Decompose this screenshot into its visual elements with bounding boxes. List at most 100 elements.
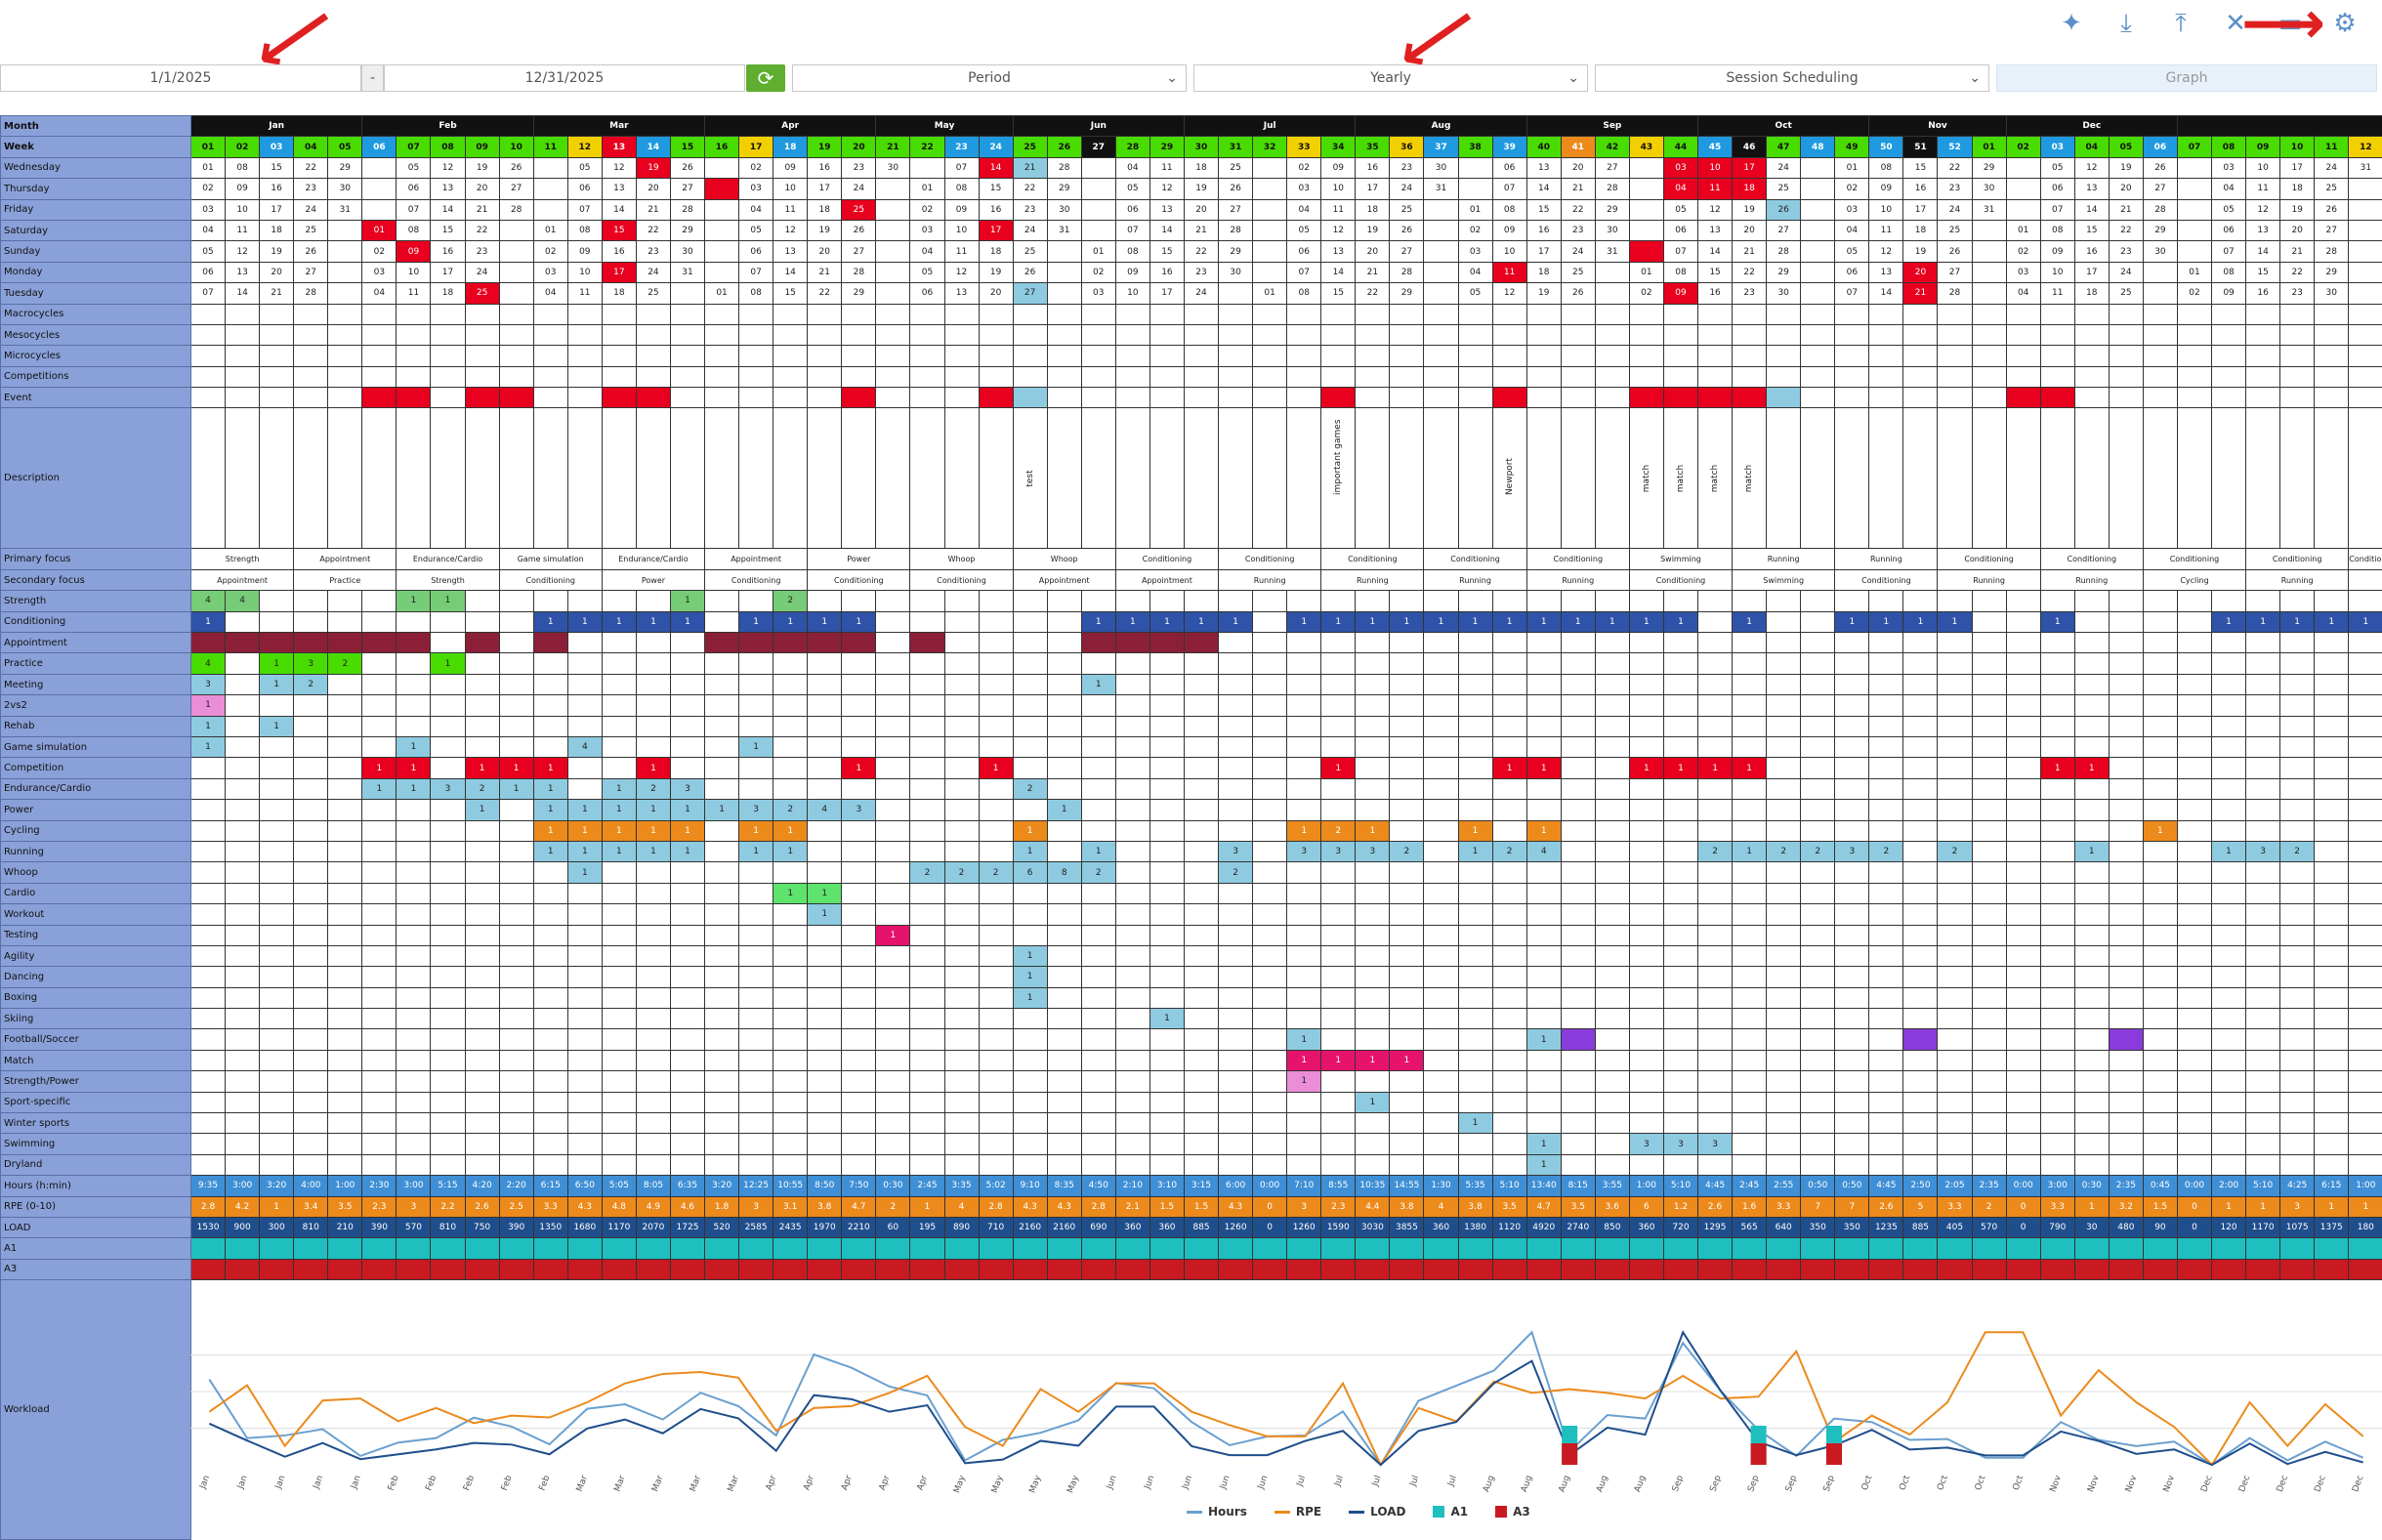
activity-cell[interactable] bbox=[2074, 736, 2109, 757]
activity-cell[interactable] bbox=[1663, 1029, 1697, 1050]
day-cell[interactable]: 15 bbox=[773, 283, 808, 304]
activity-cell[interactable] bbox=[944, 653, 979, 674]
activity-cell[interactable] bbox=[1492, 1050, 1526, 1070]
week-cell[interactable]: 43 bbox=[1629, 137, 1663, 157]
activity-cell[interactable] bbox=[226, 800, 260, 820]
activity-cell[interactable] bbox=[1321, 695, 1356, 716]
activity-cell[interactable] bbox=[1424, 862, 1458, 883]
activity-cell[interactable] bbox=[2212, 945, 2246, 966]
plan-cell[interactable] bbox=[1492, 388, 1526, 408]
activity-cell[interactable] bbox=[362, 967, 397, 987]
activity-cell[interactable] bbox=[1253, 883, 1287, 903]
activity-cell[interactable] bbox=[739, 1154, 773, 1175]
week-cell[interactable]: 05 bbox=[328, 137, 362, 157]
day-cell[interactable]: 11 bbox=[944, 241, 979, 262]
plan-cell[interactable] bbox=[636, 366, 670, 387]
activity-cell[interactable] bbox=[773, 1154, 808, 1175]
activity-cell[interactable] bbox=[1013, 1050, 1047, 1070]
activity-cell[interactable] bbox=[2143, 653, 2177, 674]
plan-cell[interactable] bbox=[670, 304, 704, 324]
activity-cell[interactable] bbox=[1424, 945, 1458, 966]
day-cell[interactable]: 27 bbox=[294, 262, 328, 282]
activity-cell[interactable] bbox=[1698, 1092, 1733, 1112]
activity-cell[interactable] bbox=[842, 633, 876, 653]
day-cell[interactable]: 29 bbox=[328, 157, 362, 178]
activity-cell[interactable] bbox=[602, 1154, 636, 1175]
activity-cell[interactable] bbox=[1287, 591, 1321, 611]
activity-cell[interactable] bbox=[2143, 1071, 2177, 1092]
activity-cell[interactable] bbox=[1081, 1134, 1115, 1154]
activity-cell[interactable] bbox=[567, 1009, 602, 1029]
plan-cell[interactable] bbox=[294, 388, 328, 408]
activity-cell[interactable] bbox=[1903, 736, 1938, 757]
day-cell[interactable] bbox=[876, 241, 910, 262]
day-cell[interactable]: 15 bbox=[602, 220, 636, 240]
day-cell[interactable]: 29 bbox=[670, 220, 704, 240]
activity-cell[interactable] bbox=[2177, 611, 2211, 632]
activity-cell[interactable] bbox=[1149, 883, 1184, 903]
activity-cell[interactable] bbox=[1287, 862, 1321, 883]
activity-cell[interactable] bbox=[1972, 653, 2006, 674]
week-cell[interactable]: 20 bbox=[842, 137, 876, 157]
activity-cell[interactable] bbox=[2315, 862, 2349, 883]
secondary-focus-cell[interactable]: Running bbox=[1526, 569, 1629, 590]
plan-cell[interactable] bbox=[499, 324, 533, 345]
plan-cell[interactable] bbox=[1903, 346, 1938, 366]
activity-cell[interactable] bbox=[294, 1050, 328, 1070]
activity-cell[interactable] bbox=[1321, 883, 1356, 903]
activity-cell[interactable] bbox=[1047, 674, 1081, 694]
activity-cell[interactable] bbox=[533, 987, 567, 1008]
day-cell[interactable]: 29 bbox=[1595, 199, 1629, 220]
plan-cell[interactable] bbox=[1767, 346, 1801, 366]
activity-cell[interactable] bbox=[1698, 820, 1733, 841]
activity-cell[interactable] bbox=[808, 841, 842, 861]
activity-cell[interactable] bbox=[670, 1113, 704, 1134]
activity-cell[interactable] bbox=[2040, 674, 2074, 694]
primary-focus-cell[interactable]: Appointment bbox=[705, 549, 808, 569]
activity-cell[interactable] bbox=[705, 925, 739, 945]
plan-cell[interactable] bbox=[2280, 388, 2315, 408]
activity-cell[interactable] bbox=[1492, 695, 1526, 716]
plan-cell[interactable] bbox=[1526, 304, 1561, 324]
activity-cell[interactable] bbox=[1835, 1134, 1869, 1154]
day-cell[interactable] bbox=[1424, 220, 1458, 240]
activity-cell[interactable] bbox=[2177, 674, 2211, 694]
day-cell[interactable]: 31 bbox=[2349, 157, 2382, 178]
day-cell[interactable]: 10 bbox=[567, 262, 602, 282]
day-cell[interactable]: 13 bbox=[1698, 220, 1733, 240]
plan-cell[interactable] bbox=[1698, 388, 1733, 408]
activity-cell[interactable] bbox=[1629, 716, 1663, 736]
activity-cell[interactable]: 2 bbox=[1801, 841, 1835, 861]
activity-cell[interactable] bbox=[1629, 633, 1663, 653]
activity-cell[interactable] bbox=[1458, 800, 1492, 820]
activity-cell[interactable] bbox=[876, 904, 910, 925]
activity-cell[interactable]: 1 bbox=[1013, 820, 1047, 841]
activity-cell[interactable] bbox=[567, 1050, 602, 1070]
activity-cell[interactable] bbox=[2006, 633, 2040, 653]
activity-cell[interactable] bbox=[2006, 945, 2040, 966]
activity-cell[interactable] bbox=[431, 1134, 465, 1154]
activity-cell[interactable] bbox=[2109, 633, 2143, 653]
activity-cell[interactable] bbox=[2074, 967, 2109, 987]
plan-cell[interactable] bbox=[362, 304, 397, 324]
activity-cell[interactable] bbox=[1424, 736, 1458, 757]
activity-cell[interactable] bbox=[1356, 653, 1390, 674]
activity-cell[interactable] bbox=[1801, 1050, 1835, 1070]
secondary-focus-cell[interactable]: Conditioning bbox=[808, 569, 910, 590]
activity-cell[interactable] bbox=[260, 1050, 294, 1070]
activity-cell[interactable] bbox=[1835, 674, 1869, 694]
activity-cell[interactable] bbox=[1356, 633, 1390, 653]
activity-cell[interactable] bbox=[1938, 925, 1972, 945]
activity-cell[interactable] bbox=[842, 653, 876, 674]
activity-cell[interactable] bbox=[1698, 800, 1733, 820]
activity-cell[interactable] bbox=[1938, 1154, 1972, 1175]
activity-cell[interactable]: 1 bbox=[1526, 820, 1561, 841]
activity-cell[interactable] bbox=[1938, 1092, 1972, 1112]
activity-cell[interactable] bbox=[1733, 778, 1767, 799]
month-header[interactable]: Apr bbox=[705, 116, 876, 137]
activity-cell[interactable]: 1 bbox=[1903, 611, 1938, 632]
activity-cell[interactable] bbox=[1698, 967, 1733, 987]
activity-cell[interactable] bbox=[2109, 695, 2143, 716]
activity-cell[interactable]: 1 bbox=[533, 611, 567, 632]
activity-cell[interactable] bbox=[944, 674, 979, 694]
